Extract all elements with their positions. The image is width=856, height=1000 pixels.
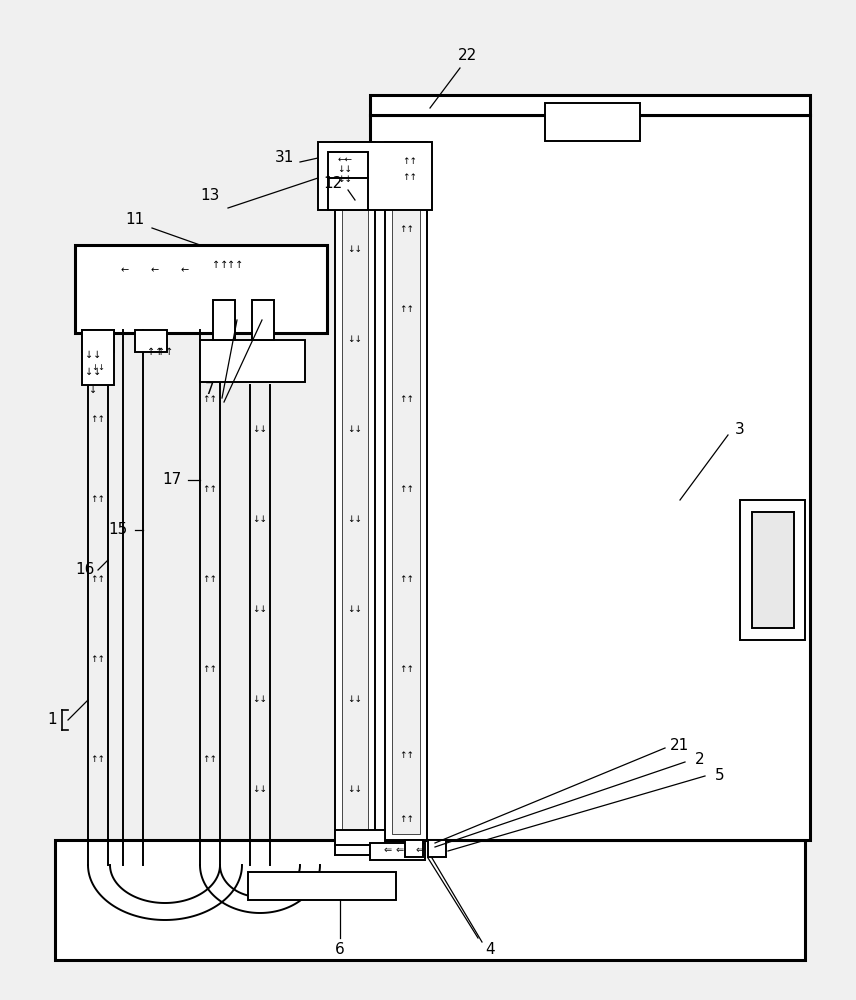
- Text: ←←: ←←: [337, 154, 353, 163]
- Text: 3: 3: [735, 422, 745, 438]
- Text: ↓: ↓: [89, 385, 97, 395]
- Text: ↑↑: ↑↑: [203, 666, 217, 674]
- Text: ↑↑: ↑↑: [203, 395, 217, 404]
- Text: ↑↑: ↑↑: [147, 347, 163, 357]
- Text: ←: ←: [151, 265, 159, 275]
- Bar: [135, 330, 167, 352]
- Text: ←: ←: [181, 265, 189, 275]
- Text: ←: ←: [121, 265, 129, 275]
- Text: ↓↓: ↓↓: [85, 350, 101, 360]
- Text: 22: 22: [458, 47, 478, 62]
- Bar: [200, 340, 305, 382]
- Text: ↓↓: ↓↓: [253, 786, 267, 794]
- Text: 15: 15: [109, 522, 128, 538]
- Text: ↑↑: ↑↑: [157, 347, 173, 357]
- Bar: [82, 330, 114, 385]
- Text: ↓↓: ↓↓: [348, 786, 362, 794]
- Text: ↓↓: ↓↓: [348, 696, 362, 704]
- Text: ⇐: ⇐: [396, 845, 404, 855]
- Text: ↑↑: ↑↑: [212, 260, 229, 270]
- Bar: [213, 300, 235, 340]
- Text: ↑↑: ↑↑: [402, 174, 418, 182]
- Bar: [428, 840, 446, 857]
- Text: 17: 17: [163, 473, 181, 488]
- Text: ↓↓: ↓↓: [85, 367, 101, 377]
- Bar: [328, 152, 368, 210]
- Text: 21: 21: [670, 738, 690, 752]
- Bar: [370, 95, 810, 115]
- Bar: [75, 245, 327, 333]
- Text: ↑↑: ↑↑: [91, 756, 105, 764]
- Bar: [335, 830, 385, 845]
- Bar: [342, 148, 368, 834]
- Text: ↓↓: ↓↓: [253, 696, 267, 704]
- Text: ↑↑: ↑↑: [400, 395, 414, 404]
- Text: ↓↓: ↓↓: [348, 245, 362, 254]
- Text: 12: 12: [324, 176, 342, 190]
- Text: ↓↓: ↓↓: [348, 605, 362, 614]
- Text: ↓↓: ↓↓: [337, 176, 353, 184]
- Text: ↑↑: ↑↑: [400, 486, 414, 494]
- Bar: [252, 300, 274, 340]
- Text: 2: 2: [695, 752, 704, 768]
- Text: 5: 5: [715, 768, 725, 782]
- Text: ↓↓: ↓↓: [253, 605, 267, 614]
- Text: 11: 11: [125, 213, 145, 228]
- Bar: [248, 872, 396, 900]
- Bar: [545, 103, 640, 141]
- Text: ↑↑: ↑↑: [400, 666, 414, 674]
- Text: ↓↓: ↓↓: [253, 516, 267, 524]
- Bar: [385, 142, 427, 840]
- Text: ⇐: ⇐: [384, 845, 392, 855]
- Bar: [55, 840, 805, 960]
- Text: ↓↓: ↓↓: [348, 516, 362, 524]
- Text: ↓↓: ↓↓: [348, 426, 362, 434]
- Bar: [318, 142, 432, 210]
- Bar: [392, 148, 420, 834]
- Text: ↓↓: ↓↓: [253, 426, 267, 434]
- Text: ↑↑: ↑↑: [402, 157, 418, 166]
- Bar: [405, 840, 423, 857]
- Text: ↑↑: ↑↑: [400, 750, 414, 760]
- Text: ↑↑: ↑↑: [91, 576, 105, 584]
- Text: ↓↓: ↓↓: [348, 336, 362, 344]
- Text: ↑↑: ↑↑: [400, 816, 414, 824]
- Text: 6: 6: [336, 942, 345, 958]
- Text: 31: 31: [276, 150, 294, 165]
- Text: ↑↑: ↑↑: [91, 656, 105, 664]
- Text: ↑↑: ↑↑: [91, 495, 105, 504]
- Text: ⇐: ⇐: [416, 845, 424, 855]
- Bar: [370, 115, 810, 840]
- Bar: [335, 142, 375, 840]
- Text: ↑↑: ↑↑: [400, 226, 414, 234]
- Text: ↑↑: ↑↑: [203, 756, 217, 764]
- Bar: [740, 500, 805, 640]
- Bar: [370, 843, 425, 860]
- Text: ↑↑: ↑↑: [91, 416, 105, 424]
- Text: ↓↓: ↓↓: [91, 363, 105, 372]
- Text: 1: 1: [47, 712, 56, 728]
- Text: ↑↑: ↑↑: [400, 306, 414, 314]
- Text: ↑↑: ↑↑: [227, 260, 243, 270]
- Text: ↓↓: ↓↓: [337, 165, 353, 174]
- Text: 7: 7: [205, 382, 215, 397]
- Bar: [752, 512, 794, 628]
- Text: 13: 13: [200, 188, 220, 202]
- Text: ↑↑: ↑↑: [203, 576, 217, 584]
- Text: 4: 4: [485, 942, 495, 958]
- Text: ↑↑: ↑↑: [400, 576, 414, 584]
- Text: ↑↑: ↑↑: [203, 486, 217, 494]
- Text: 16: 16: [75, 562, 95, 578]
- Bar: [82, 330, 114, 352]
